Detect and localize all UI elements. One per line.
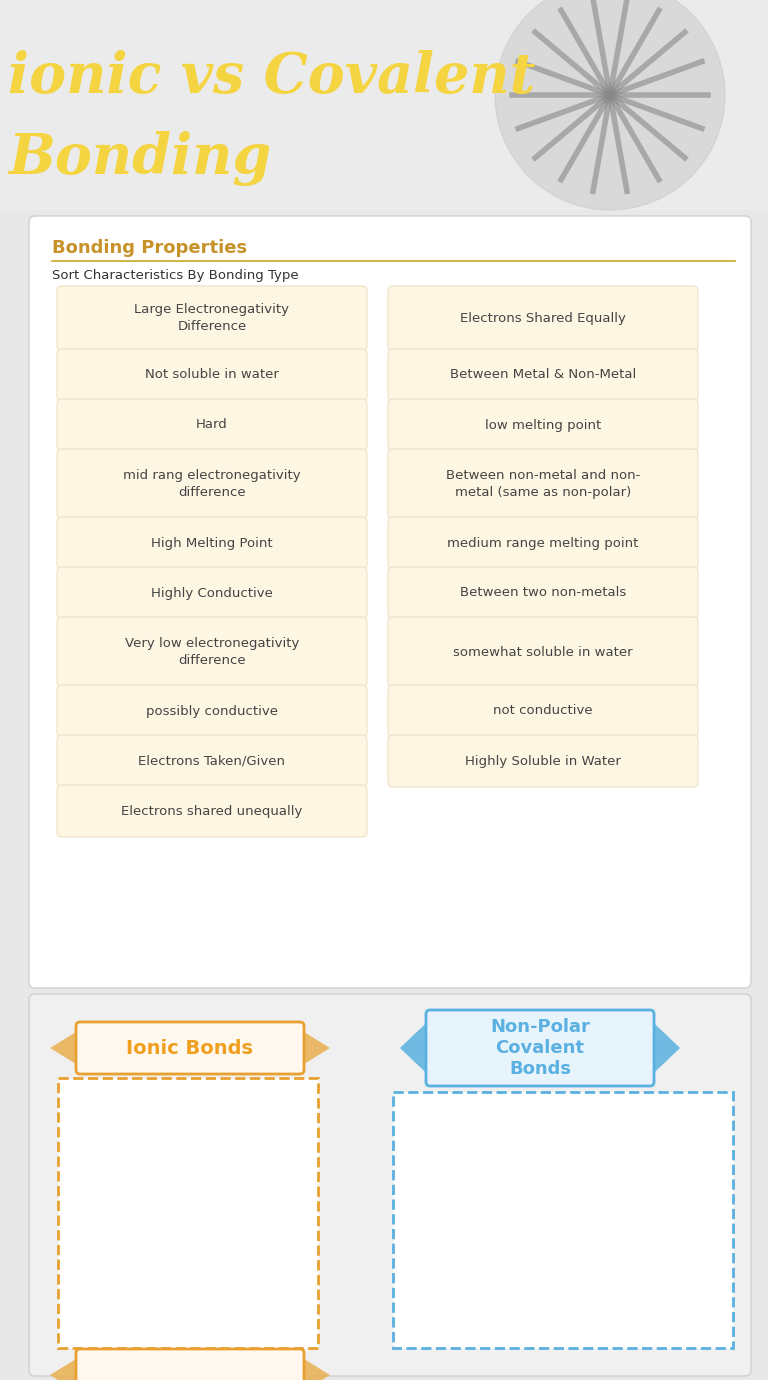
FancyBboxPatch shape [388,448,698,519]
Text: Between non-metal and non-
metal (same as non-polar): Between non-metal and non- metal (same a… [445,469,641,500]
Text: Bonding Properties: Bonding Properties [52,239,247,257]
Text: Sort Characteristics By Bonding Type: Sort Characteristics By Bonding Type [52,269,299,283]
FancyBboxPatch shape [388,736,698,787]
Polygon shape [50,1029,80,1067]
FancyBboxPatch shape [57,399,367,451]
Text: Electrons Shared Equally: Electrons Shared Equally [460,312,626,326]
Text: Between two non-metals: Between two non-metals [460,586,626,599]
Text: Highly Soluble in Water: Highly Soluble in Water [465,755,621,767]
Polygon shape [300,1029,330,1067]
Text: Non-Polar
Covalent
Bonds: Non-Polar Covalent Bonds [490,1018,590,1078]
FancyBboxPatch shape [388,286,698,351]
Circle shape [495,0,725,210]
Text: Very low electronegativity
difference: Very low electronegativity difference [125,638,300,667]
FancyBboxPatch shape [388,518,698,569]
Text: possibly conductive: possibly conductive [146,705,278,718]
FancyBboxPatch shape [58,1078,318,1348]
FancyBboxPatch shape [57,785,367,838]
Text: mid rang electronegativity
difference: mid rang electronegativity difference [123,469,301,500]
FancyBboxPatch shape [0,0,768,210]
FancyBboxPatch shape [57,617,367,687]
FancyBboxPatch shape [388,684,698,737]
FancyBboxPatch shape [388,349,698,402]
Text: Between Metal & Non-Metal: Between Metal & Non-Metal [450,368,636,381]
Text: Highly Conductive: Highly Conductive [151,586,273,599]
FancyBboxPatch shape [57,736,367,787]
Polygon shape [50,1357,80,1380]
Polygon shape [650,1020,680,1076]
FancyBboxPatch shape [76,1023,304,1074]
Text: ionic vs Covalent: ionic vs Covalent [8,51,535,105]
FancyBboxPatch shape [57,684,367,737]
Text: low melting point: low melting point [485,418,601,432]
Text: somewhat soluble in water: somewhat soluble in water [453,646,633,658]
Text: Bonding: Bonding [8,131,271,185]
FancyBboxPatch shape [29,994,751,1376]
FancyBboxPatch shape [57,448,367,519]
Text: Not soluble in water: Not soluble in water [145,368,279,381]
Polygon shape [400,1020,430,1076]
Text: Electrons Taken/Given: Electrons Taken/Given [138,755,286,767]
Text: High Melting Point: High Melting Point [151,537,273,549]
FancyBboxPatch shape [393,1092,733,1348]
Polygon shape [300,1357,330,1380]
Text: Ionic Bonds: Ionic Bonds [127,1039,253,1057]
FancyBboxPatch shape [57,518,367,569]
FancyBboxPatch shape [57,567,367,620]
Text: medium range melting point: medium range melting point [447,537,639,549]
FancyBboxPatch shape [388,399,698,451]
Text: Hard: Hard [196,418,228,432]
FancyBboxPatch shape [57,286,367,351]
FancyBboxPatch shape [388,617,698,687]
FancyBboxPatch shape [57,349,367,402]
Text: not conductive: not conductive [493,705,593,718]
FancyBboxPatch shape [426,1010,654,1086]
FancyBboxPatch shape [76,1350,304,1380]
FancyBboxPatch shape [29,217,751,988]
Text: Electrons shared unequally: Electrons shared unequally [121,805,303,817]
FancyBboxPatch shape [388,567,698,620]
Text: Large Electronegativity
Difference: Large Electronegativity Difference [134,304,290,334]
